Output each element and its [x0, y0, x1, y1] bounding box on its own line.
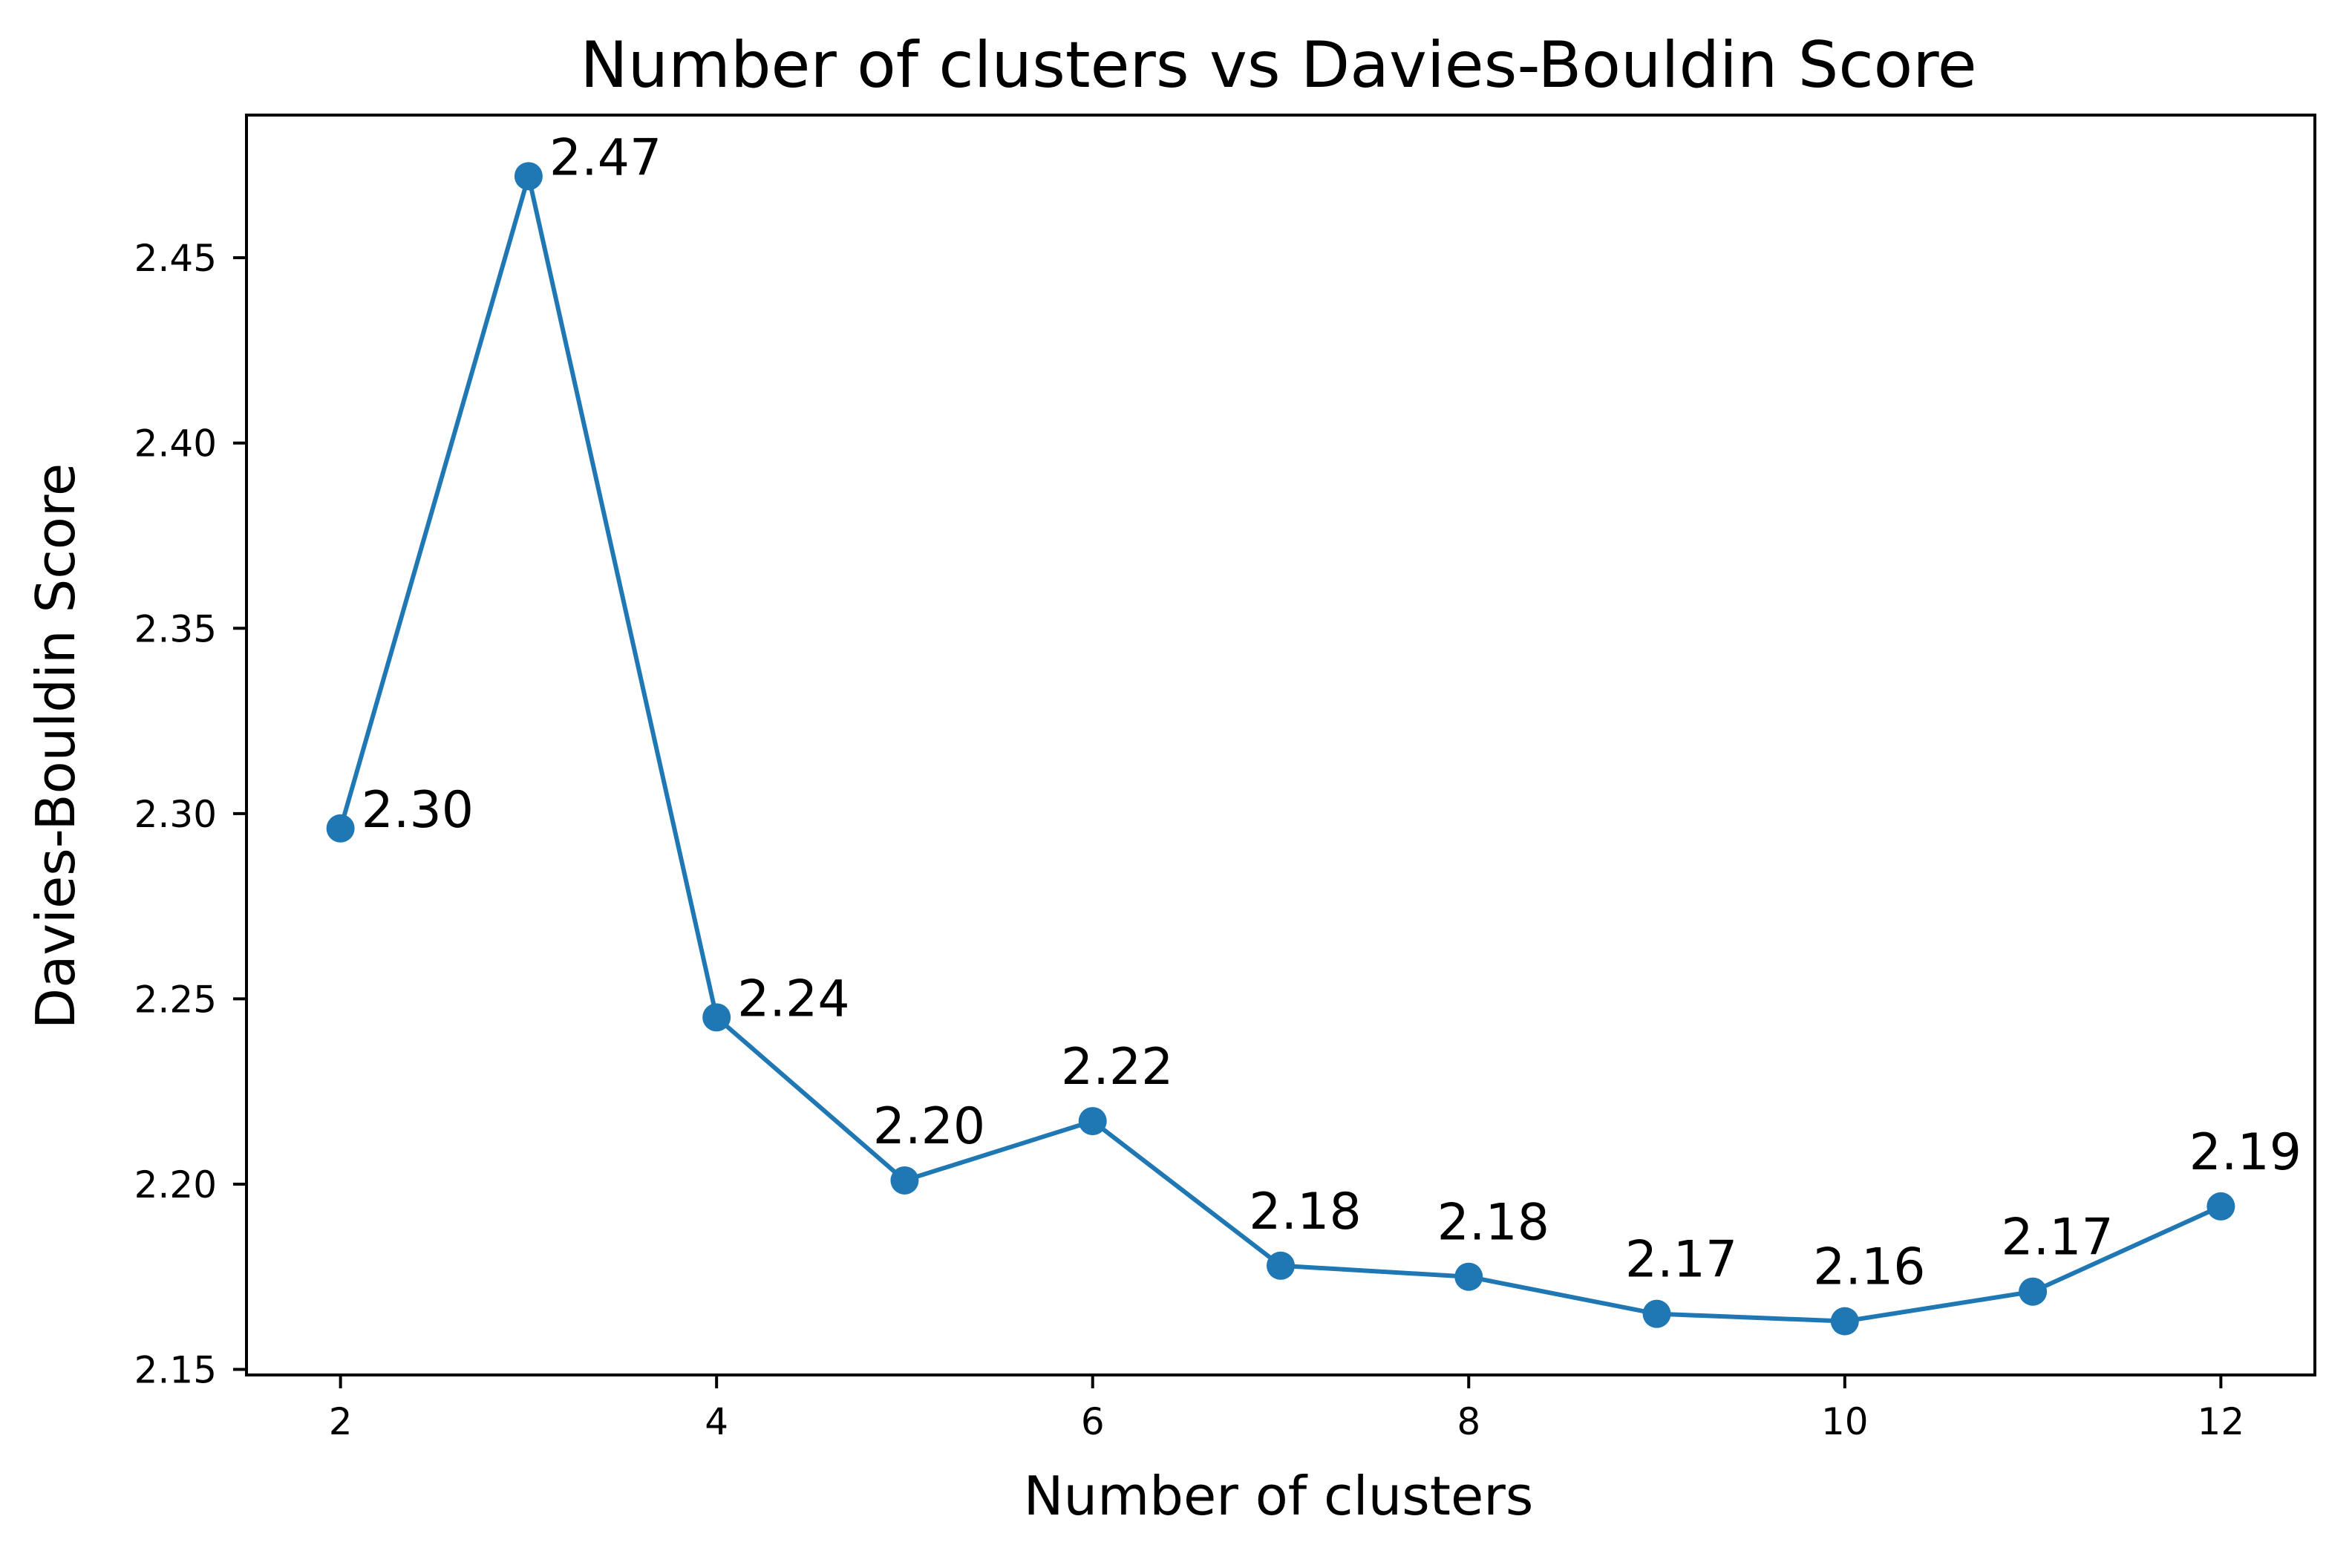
x-tick-label: 8 — [1457, 1400, 1480, 1443]
data-point-marker — [890, 1166, 919, 1195]
plot-frame — [245, 114, 2316, 1376]
data-point-marker — [1642, 1299, 1671, 1328]
data-point-marker — [2206, 1192, 2235, 1221]
data-label: 2.22 — [1061, 1038, 1173, 1097]
x-tick-label: 10 — [1821, 1400, 1869, 1443]
data-point-marker — [1078, 1107, 1107, 1136]
x-axis-label: Number of clusters — [1024, 1465, 1534, 1527]
data-label: 2.16 — [1813, 1238, 1925, 1297]
data-point-marker — [1267, 1251, 1295, 1280]
y-tick-label: 2.45 — [134, 237, 217, 280]
y-tick-label: 2.25 — [134, 978, 217, 1021]
x-tick-label: 6 — [1081, 1400, 1105, 1443]
y-tick-label: 2.40 — [134, 422, 217, 466]
y-tick-label: 2.15 — [134, 1349, 217, 1392]
plot-area: 2 4 6 8 10 12 2.15 2.20 2.25 2.30 2.35 2.40 2.45 2.30… — [134, 114, 2316, 1443]
data-label: 2.20 — [873, 1097, 985, 1156]
data-label: 2.18 — [1437, 1194, 1549, 1252]
data-label: 2.24 — [737, 970, 849, 1028]
x-tick-label: 2 — [329, 1400, 353, 1443]
data-label: 2.17 — [1625, 1231, 1737, 1290]
y-tick-label: 2.35 — [134, 607, 217, 650]
x-tick-label: 12 — [2198, 1400, 2245, 1443]
data-point-marker — [2019, 1277, 2048, 1306]
data-point-marker — [1454, 1262, 1483, 1291]
chart-title: Number of clusters vs Davies-Bouldin Sco… — [580, 28, 1976, 102]
y-tick-label: 2.30 — [134, 793, 217, 836]
data-point-marker — [1830, 1307, 1859, 1336]
x-tick-label: 4 — [705, 1400, 728, 1443]
y-axis-label: Davies-Bouldin Score — [24, 463, 87, 1029]
data-label: 2.18 — [1249, 1183, 1361, 1241]
y-tick-label: 2.20 — [134, 1163, 217, 1206]
data-point-marker — [326, 814, 355, 843]
data-label: 2.47 — [549, 128, 662, 187]
data-label: 2.17 — [2001, 1209, 2113, 1267]
data-label: 2.19 — [2189, 1123, 2302, 1182]
data-label: 2.30 — [362, 781, 474, 840]
data-point-marker — [702, 1003, 731, 1032]
data-point-marker — [514, 162, 543, 191]
